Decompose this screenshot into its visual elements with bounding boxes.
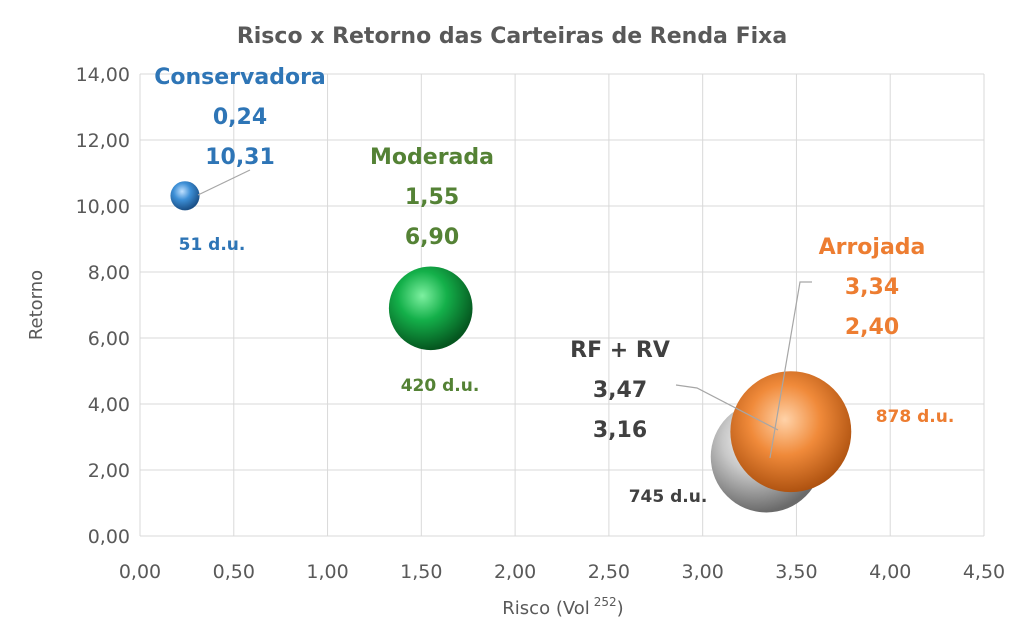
chart-title: Risco x Retorno das Carteiras de Renda F… [237, 24, 787, 49]
size-label-conservadora: 51 d.u. [179, 235, 246, 255]
x-tick-label: 2,50 [588, 561, 630, 583]
y-tick-label: 14,00 [76, 64, 130, 86]
size-label-arrojada: 878 d.u. [876, 407, 955, 427]
series-name-conservadora: Conservadora [154, 65, 326, 90]
y-tick-label: 12,00 [76, 130, 130, 152]
series-name-rf-rv: RF + RV [570, 338, 670, 363]
x-tick-label: 0,50 [213, 561, 255, 583]
bubble-arrojada [730, 371, 852, 493]
y-tick-label: 8,00 [88, 262, 130, 284]
x-value-conservadora: 0,24 [213, 105, 267, 130]
y-tick-label: 10,00 [76, 196, 130, 218]
x-value-rf-rv: 3,47 [593, 378, 647, 403]
x-tick-label: 3,00 [682, 561, 724, 583]
label-group-rf-rv: RF + RV 3,47 3,16 745 d.u. [570, 338, 707, 507]
label-group-moderada: Moderada 1,55 6,90 420 d.u. [370, 145, 494, 396]
y-value-conservadora: 10,31 [205, 145, 275, 170]
series-name-moderada: Moderada [370, 145, 494, 170]
bubble-moderada [388, 266, 473, 351]
label-group-conservadora: Conservadora 0,24 10,31 51 d.u. [154, 65, 326, 255]
y-tick-label: 2,00 [88, 460, 130, 482]
series-name-arrojada: Arrojada [819, 235, 926, 260]
x-tick-label: 4,50 [963, 561, 1005, 583]
y-tick-label: 4,00 [88, 394, 130, 416]
x-value-moderada: 1,55 [405, 185, 459, 210]
x-axis-label-main: Risco (Vol [502, 598, 589, 619]
leader-line-conservadora [197, 169, 251, 196]
x-value-arrojada: 3,34 [845, 275, 899, 300]
x-axis-label: Risco (Vol 252) [502, 595, 623, 619]
y-axis-ticks: 0,00 2,00 4,00 6,00 8,00 10,00 12,00 14,00 [76, 64, 130, 548]
bubble-conservadora [170, 181, 200, 211]
y-tick-label: 6,00 [88, 328, 130, 350]
x-tick-label: 2,00 [494, 561, 536, 583]
grid [139, 73, 985, 537]
x-tick-label: 1,50 [400, 561, 442, 583]
size-label-moderada: 420 d.u. [401, 376, 480, 396]
y-value-rf-rv: 3,16 [593, 418, 647, 443]
y-value-arrojada: 2,40 [845, 315, 899, 340]
x-tick-label: 1,00 [306, 561, 348, 583]
y-tick-label: 0,00 [88, 526, 130, 548]
x-axis-ticks: 0,00 0,50 1,00 1,50 2,00 2,50 3,00 3,50 4,00 4,50 [119, 561, 1005, 583]
x-axis-label-superscript: 252 [594, 595, 617, 609]
size-label-rf-rv: 745 d.u. [629, 487, 708, 507]
x-axis-label-close: ) [617, 598, 624, 619]
leader-lines [197, 169, 812, 459]
bubbles [170, 181, 852, 513]
leader-line-arrojada [769, 281, 812, 459]
leader-line-rf-rv [675, 384, 779, 431]
label-group-arrojada: Arrojada 3,34 2,40 878 d.u. [819, 235, 955, 427]
x-tick-label: 3,50 [775, 561, 817, 583]
y-value-moderada: 6,90 [405, 225, 459, 250]
y-axis-label: Retorno [26, 270, 47, 340]
x-tick-label: 0,00 [119, 561, 161, 583]
x-tick-label: 4,00 [869, 561, 911, 583]
